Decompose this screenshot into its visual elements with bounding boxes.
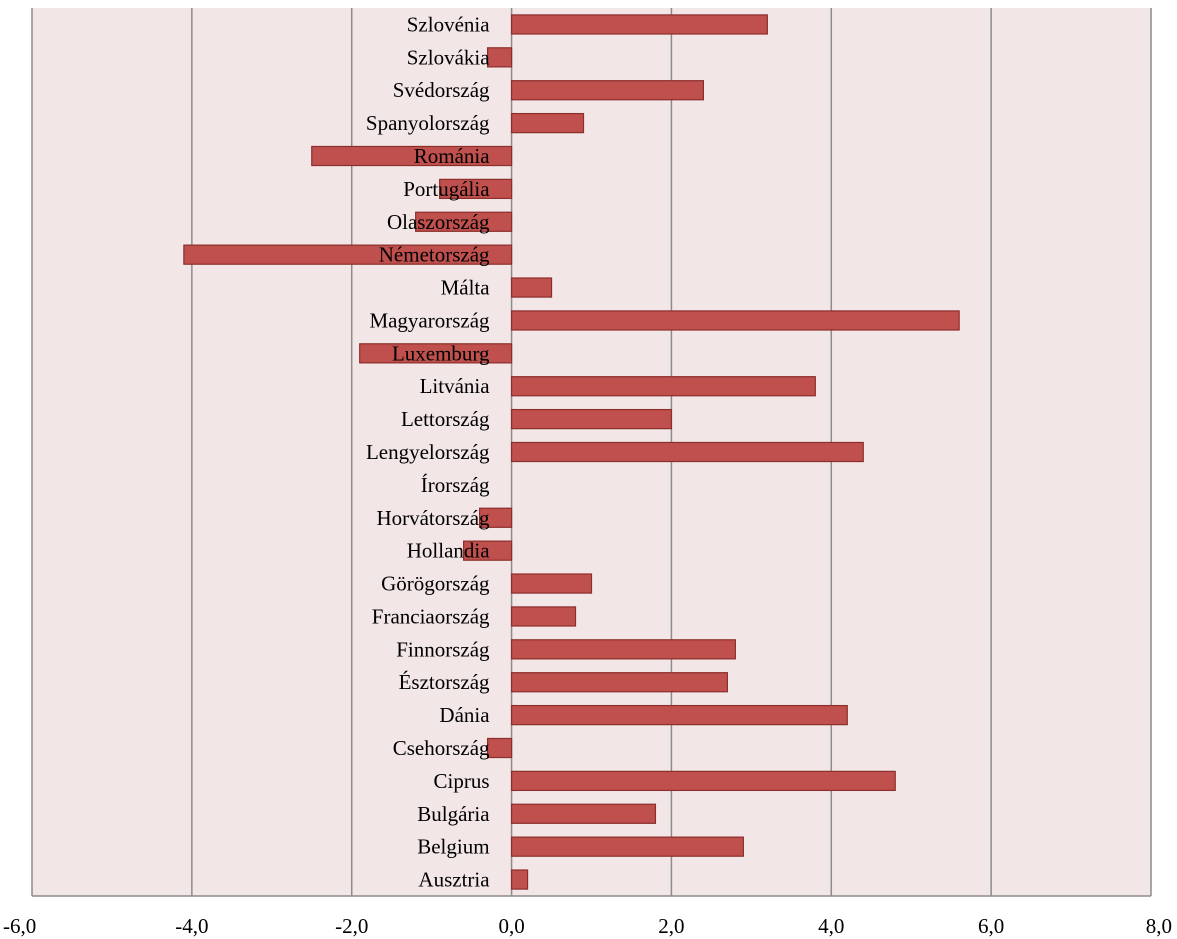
x-tick-label: -6,0 xyxy=(3,914,36,938)
x-tick-label: -4,0 xyxy=(175,914,208,938)
bar-Szlovénia xyxy=(510,14,768,35)
category-label: Észtország xyxy=(399,670,490,694)
x-tick-label: -2,0 xyxy=(335,914,368,938)
category-label: Szlovákia xyxy=(407,45,490,69)
category-label: Görögország xyxy=(381,572,490,596)
bar-Lettország xyxy=(510,408,673,430)
x-tick-label: 2,0 xyxy=(658,914,684,938)
bar-Finnország xyxy=(510,639,736,660)
bar-Németország xyxy=(183,244,513,265)
bar-Ausztria xyxy=(510,869,529,890)
category-label: Lengyelország xyxy=(366,440,490,464)
category-labels: Szlovénia Szlovákia Svédország Spanyolorszá… xyxy=(366,12,490,891)
bar-Spanyolország xyxy=(510,112,585,134)
category-label: Bulgária xyxy=(417,802,490,826)
category-label: Szlovénia xyxy=(407,12,490,36)
category-label: Spanyolország xyxy=(366,111,490,135)
bar-Magyarország xyxy=(510,310,960,331)
category-label: Portugália xyxy=(403,177,490,201)
bar-Franciaország xyxy=(510,606,577,627)
bar-Szlovákia xyxy=(486,47,513,68)
category-label: Csehország xyxy=(393,736,490,760)
bar-Litvánia xyxy=(510,376,816,397)
category-label: Írország xyxy=(421,473,490,497)
category-label: Ausztria xyxy=(418,868,490,892)
bars xyxy=(183,14,960,890)
category-label: Horvátország xyxy=(376,506,490,530)
bar-Horvátország xyxy=(479,507,513,528)
category-label: Luxemburg xyxy=(392,341,490,365)
bar-Málta xyxy=(510,277,553,298)
category-label: Dánia xyxy=(439,703,490,727)
category-label: Magyarország xyxy=(369,308,490,332)
x-tick-label: 6,0 xyxy=(978,914,1004,938)
x-tick-label: 4,0 xyxy=(818,914,844,938)
category-label: Németország xyxy=(379,243,490,267)
bar-Lengyelország xyxy=(510,441,864,463)
x-tick-label: 0,0 xyxy=(498,914,524,938)
bar-Olaszország xyxy=(415,211,513,232)
x-tick-labels: -6,0 -4,0 -2,0 0,0 2,0 4,0 6,0 8,0 xyxy=(3,914,1172,938)
bar-Belgium xyxy=(510,836,744,857)
category-label: Finnország xyxy=(396,637,490,661)
x-tick-label: 8,0 xyxy=(1146,914,1172,938)
bar-Csehország xyxy=(486,737,513,759)
category-label: Svédország xyxy=(393,78,490,102)
category-label: Litvánia xyxy=(420,374,491,398)
bar-Hollandia xyxy=(463,540,513,561)
bar-Portugália xyxy=(439,178,513,200)
category-label: Ciprus xyxy=(434,769,490,793)
category-label: Franciaország xyxy=(372,604,490,628)
bar-Románia xyxy=(311,145,513,167)
bar-Dánia xyxy=(510,704,848,726)
category-label: Lettország xyxy=(401,407,490,431)
category-label: Belgium xyxy=(417,835,489,859)
bar-Ciprus xyxy=(510,770,896,792)
bar-Görögország xyxy=(510,573,593,594)
bar-Luxemburg xyxy=(359,343,513,364)
category-label: Románia xyxy=(414,144,490,168)
bar-Svédország xyxy=(510,80,705,101)
bar-Észtország xyxy=(510,672,728,693)
bar-Bulgária xyxy=(510,803,657,824)
category-label: Hollandia xyxy=(407,539,490,563)
category-label: Olaszország xyxy=(387,210,490,234)
category-label: Málta xyxy=(441,276,491,300)
